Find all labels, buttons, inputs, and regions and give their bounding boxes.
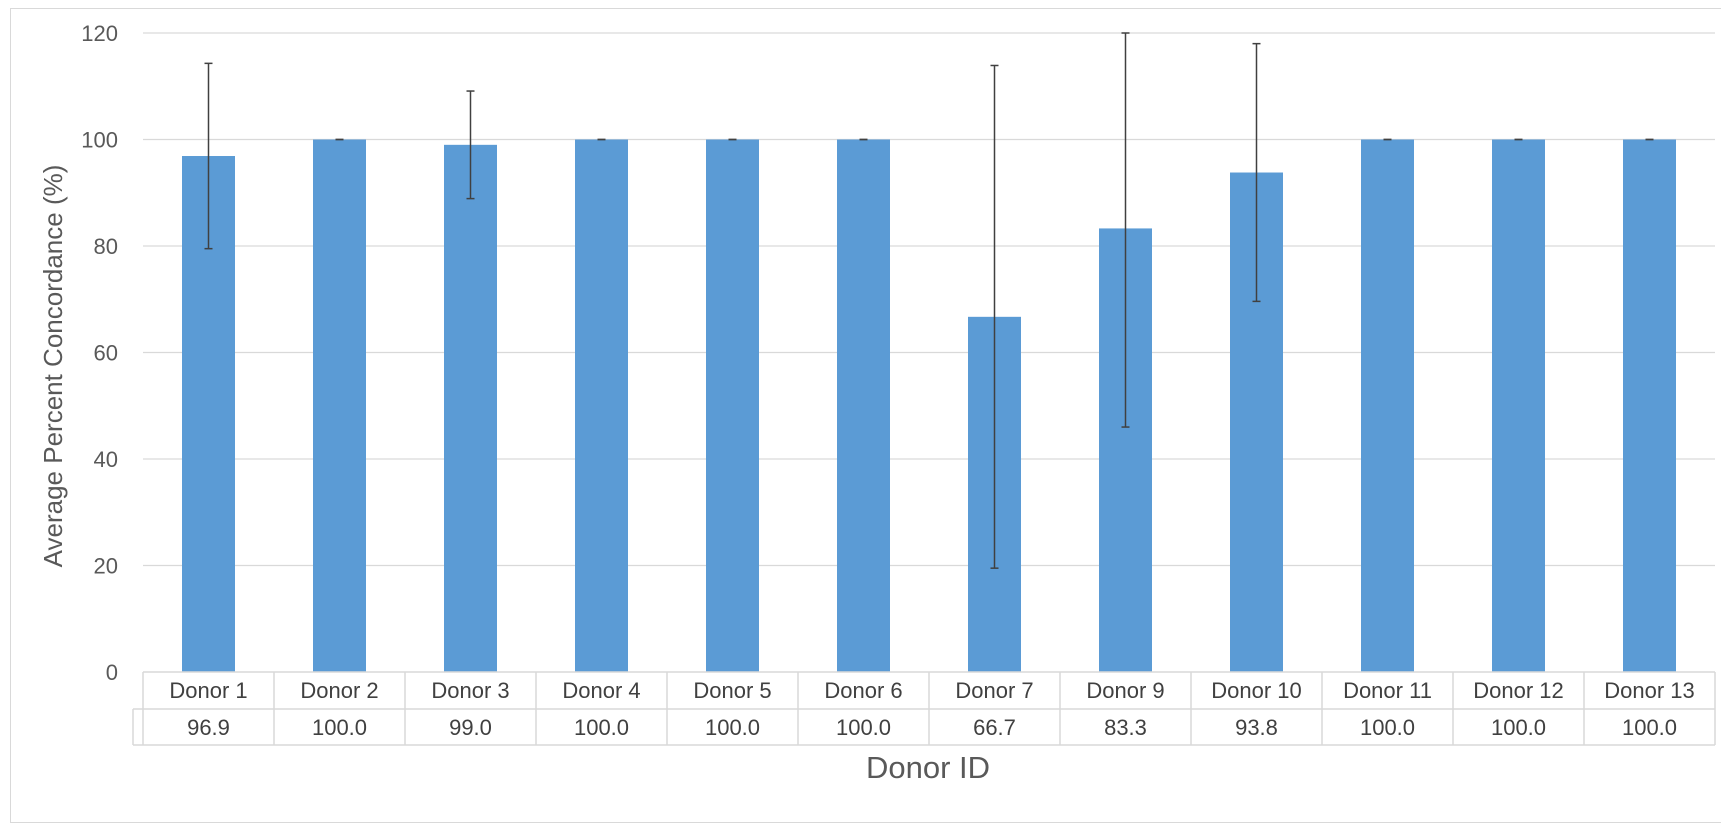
value-label: 100.0 (574, 715, 629, 740)
category-label: Donor 1 (169, 678, 247, 703)
category-label: Donor 12 (1473, 678, 1564, 703)
category-label: Donor 10 (1211, 678, 1302, 703)
value-label: 100.0 (1360, 715, 1415, 740)
category-label: Donor 4 (562, 678, 640, 703)
category-label: Donor 6 (824, 678, 902, 703)
category-label: Donor 2 (300, 678, 378, 703)
category-label: Donor 5 (693, 678, 771, 703)
y-tick-label: 120 (81, 21, 118, 46)
category-label: Donor 13 (1604, 678, 1695, 703)
value-label: 100.0 (836, 715, 891, 740)
value-label: 100.0 (705, 715, 760, 740)
bar (1492, 139, 1545, 672)
bar (575, 139, 628, 672)
y-tick-label: 20 (94, 554, 118, 579)
value-label: 96.9 (187, 715, 230, 740)
category-label: Donor 3 (431, 678, 509, 703)
bar (837, 139, 890, 672)
y-axis-title: Average Percent Concordance (%) (38, 165, 68, 568)
y-tick-labels: 0 20 40 60 80 100 120 (81, 21, 118, 685)
category-label: Donor 11 (1343, 678, 1432, 703)
value-label: 99.0 (449, 715, 492, 740)
bar (313, 139, 366, 672)
error-bars (204, 32, 1654, 569)
bar (1361, 139, 1414, 672)
y-tick-label: 60 (94, 341, 118, 366)
x-axis-title: Donor ID (866, 750, 990, 785)
value-label: 100.0 (1491, 715, 1546, 740)
value-label: 93.8 (1235, 715, 1278, 740)
bar (706, 139, 759, 672)
value-label: 83.3 (1104, 715, 1147, 740)
y-tick-label: 40 (94, 447, 118, 472)
value-label: 66.7 (973, 715, 1016, 740)
bar (1623, 139, 1676, 672)
gridlines (143, 32, 1715, 567)
value-label: 100.0 (1622, 715, 1677, 740)
category-label: Donor 9 (1086, 678, 1164, 703)
y-tick-label: 0 (106, 660, 118, 685)
y-tick-label: 80 (94, 234, 118, 259)
category-label: Donor 7 (955, 678, 1033, 703)
bars (182, 139, 1676, 673)
value-label: 100.0 (312, 715, 367, 740)
data-table: Donor 1 96.9 Donor 2 100.0 Donor 3 99.0 Donor … (132, 671, 1716, 746)
bar (444, 144, 497, 672)
y-tick-label: 100 (81, 128, 118, 153)
